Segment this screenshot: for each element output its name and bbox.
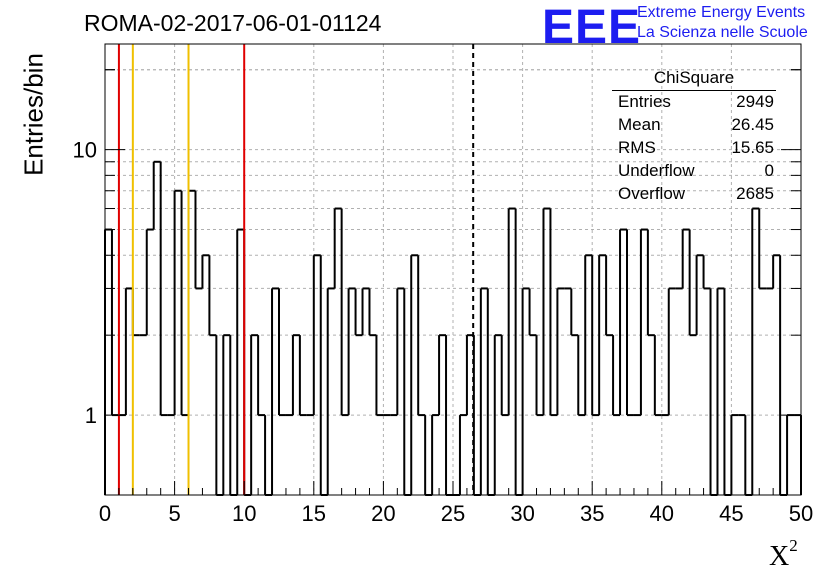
stats-row-underflow: Underflow 0 — [618, 161, 774, 181]
grid-lines — [105, 44, 801, 495]
y-tick-label: 10 — [73, 138, 97, 163]
stats-entries-label: Entries — [618, 92, 671, 111]
marker-lines — [117, 44, 475, 495]
eee-logo: EEE — [542, 1, 642, 54]
x-axis-label-superscript: 2 — [789, 536, 798, 555]
stats-mean-value: 26.45 — [731, 115, 774, 134]
stats-row-rms: RMS 15.65 — [618, 138, 774, 158]
stats-row-entries: Entries 2949 — [618, 92, 774, 112]
stats-row-overflow: Overflow 2685 — [618, 184, 774, 204]
stats-overflow-value: 2685 — [736, 184, 774, 203]
stats-row-mean: Mean 26.45 — [618, 115, 774, 135]
stats-box: ChiSquare Entries 2949 Mean 26.45 RMS 15… — [612, 68, 776, 210]
stats-rms-label: RMS — [618, 138, 656, 157]
axes — [104, 43, 802, 496]
x-tick-label: 0 — [99, 501, 111, 526]
x-tick-label: 50 — [789, 501, 813, 526]
x-tick-label: 20 — [371, 501, 395, 526]
logo-text-line1: Extreme Energy Events — [637, 4, 806, 21]
y-tick-labels: 1 10 — [73, 138, 97, 428]
x-tick-label: 5 — [168, 501, 180, 526]
x-tick-label: 15 — [302, 501, 326, 526]
stats-title: ChiSquare — [653, 68, 735, 87]
stats-entries-value: 2949 — [736, 92, 774, 111]
stats-mean-label: Mean — [618, 115, 661, 134]
x-tick-label: 25 — [441, 501, 465, 526]
stats-title-rule — [612, 90, 776, 91]
x-tick-label: 35 — [580, 501, 604, 526]
x-axis-label: X2 — [769, 536, 798, 573]
x-tick-labels: 0 5 10 15 20 25 30 35 40 45 50 — [99, 501, 813, 526]
y-axis-label: Entries/bin — [18, 53, 49, 176]
histogram-bars — [104, 160, 802, 496]
stats-rms-value: 15.65 — [731, 138, 774, 157]
chart-title: ROMA-02-2017-06-01-01124 — [84, 10, 382, 36]
y-tick-label: 1 — [85, 403, 97, 428]
x-tick-label: 45 — [719, 501, 743, 526]
x-tick-label: 10 — [232, 501, 256, 526]
stats-overflow-label: Overflow — [618, 184, 686, 203]
stats-underflow-value: 0 — [764, 161, 774, 180]
logo-text-line2: La Scienza nelle Scuole — [637, 24, 808, 41]
x-tick-label: 40 — [650, 501, 674, 526]
x-axis-label-base: X — [769, 541, 790, 572]
stats-underflow-label: Underflow — [618, 161, 695, 180]
x-tick-label: 30 — [510, 501, 534, 526]
